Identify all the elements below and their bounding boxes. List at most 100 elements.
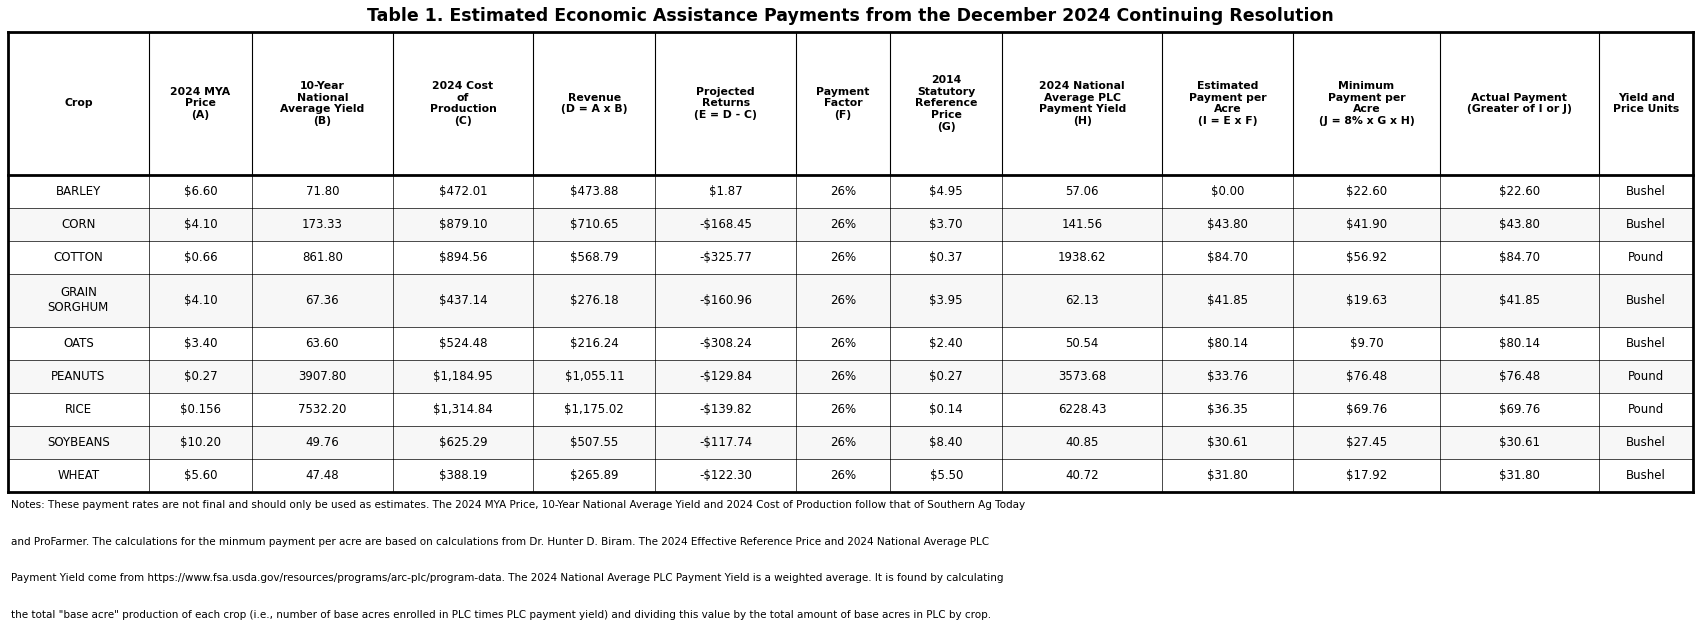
Text: $5.50: $5.50 — [929, 469, 963, 482]
Text: $41.85: $41.85 — [1208, 294, 1249, 307]
Text: $1,055.11: $1,055.11 — [565, 370, 624, 383]
Bar — [9, 208, 1692, 241]
Text: $437.14: $437.14 — [439, 294, 488, 307]
Text: 26%: 26% — [830, 469, 856, 482]
Text: $388.19: $388.19 — [439, 469, 486, 482]
Text: $524.48: $524.48 — [439, 337, 486, 350]
Text: Pound: Pound — [1628, 370, 1664, 383]
Text: $19.63: $19.63 — [1345, 294, 1386, 307]
Text: GRAIN
SORGHUM: GRAIN SORGHUM — [48, 286, 109, 314]
Text: $0.14: $0.14 — [929, 403, 963, 416]
Text: the total "base acre" production of each crop (i.e., number of base acres enroll: the total "base acre" production of each… — [12, 610, 992, 620]
Text: $4.10: $4.10 — [184, 294, 218, 307]
Text: Revenue
(D = A x B): Revenue (D = A x B) — [561, 93, 628, 114]
Text: 26%: 26% — [830, 436, 856, 449]
Text: 2014
Statutory
Reference
Price
(G): 2014 Statutory Reference Price (G) — [915, 75, 978, 131]
Bar — [9, 426, 1692, 459]
Bar — [9, 393, 1692, 426]
Text: $1,314.84: $1,314.84 — [434, 403, 493, 416]
Text: CORN: CORN — [61, 218, 95, 231]
Text: Bushel: Bushel — [1626, 185, 1665, 198]
Text: 40.72: 40.72 — [1065, 469, 1099, 482]
Text: COTTON: COTTON — [53, 251, 104, 264]
Text: 26%: 26% — [830, 337, 856, 350]
Text: 67.36: 67.36 — [306, 294, 338, 307]
Text: $56.92: $56.92 — [1345, 251, 1386, 264]
Text: $4.10: $4.10 — [184, 218, 218, 231]
Text: 26%: 26% — [830, 218, 856, 231]
Text: RICE: RICE — [65, 403, 92, 416]
Text: $80.14: $80.14 — [1208, 337, 1249, 350]
Text: $0.27: $0.27 — [184, 370, 218, 383]
Text: $276.18: $276.18 — [570, 294, 619, 307]
Text: -$168.45: -$168.45 — [699, 218, 752, 231]
Text: 71.80: 71.80 — [306, 185, 338, 198]
Text: $31.80: $31.80 — [1208, 469, 1249, 482]
Text: $43.80: $43.80 — [1499, 218, 1539, 231]
Text: SOYBEANS: SOYBEANS — [48, 436, 111, 449]
Text: 26%: 26% — [830, 294, 856, 307]
Text: -$308.24: -$308.24 — [699, 337, 752, 350]
Text: $33.76: $33.76 — [1208, 370, 1249, 383]
Text: $41.85: $41.85 — [1499, 294, 1539, 307]
Text: 2024 MYA
Price
(A): 2024 MYA Price (A) — [170, 87, 230, 120]
Text: BARLEY: BARLEY — [56, 185, 100, 198]
Text: $31.80: $31.80 — [1499, 469, 1539, 482]
Text: 2024 Cost
of
Production
(C): 2024 Cost of Production (C) — [430, 81, 497, 126]
Text: WHEAT: WHEAT — [58, 469, 99, 482]
Text: -$122.30: -$122.30 — [699, 469, 752, 482]
Text: $22.60: $22.60 — [1499, 185, 1539, 198]
Bar — [9, 459, 1692, 492]
Text: -$139.82: -$139.82 — [699, 403, 752, 416]
Text: Estimated
Payment per
Acre
(I = E x F): Estimated Payment per Acre (I = E x F) — [1189, 81, 1267, 126]
Text: $69.76: $69.76 — [1345, 403, 1386, 416]
Text: Pound: Pound — [1628, 251, 1664, 264]
Text: 7532.20: 7532.20 — [298, 403, 347, 416]
Text: 63.60: 63.60 — [306, 337, 338, 350]
Text: 3573.68: 3573.68 — [1058, 370, 1106, 383]
Bar — [9, 241, 1692, 274]
Text: $27.45: $27.45 — [1345, 436, 1386, 449]
Text: $0.27: $0.27 — [929, 370, 963, 383]
Text: 141.56: 141.56 — [1061, 218, 1102, 231]
Bar — [9, 327, 1692, 360]
Text: -$325.77: -$325.77 — [699, 251, 752, 264]
Text: Actual Payment
(Greater of I or J): Actual Payment (Greater of I or J) — [1466, 93, 1572, 114]
Text: Bushel: Bushel — [1626, 469, 1665, 482]
Text: Crop: Crop — [65, 99, 92, 108]
Text: 26%: 26% — [830, 185, 856, 198]
Text: Notes: These payment rates are not final and should only be used as estimates. T: Notes: These payment rates are not final… — [12, 500, 1026, 510]
Text: $30.61: $30.61 — [1499, 436, 1539, 449]
Text: 40.85: 40.85 — [1065, 436, 1099, 449]
Text: $1,184.95: $1,184.95 — [434, 370, 493, 383]
Text: 57.06: 57.06 — [1065, 185, 1099, 198]
Text: $8.40: $8.40 — [929, 436, 963, 449]
Text: $0.37: $0.37 — [929, 251, 963, 264]
Text: Pound: Pound — [1628, 403, 1664, 416]
Text: $9.70: $9.70 — [1349, 337, 1383, 350]
Text: and ProFarmer. The calculations for the minmum payment per acre are based on cal: and ProFarmer. The calculations for the … — [12, 537, 990, 547]
Text: $17.92: $17.92 — [1345, 469, 1386, 482]
Text: 173.33: 173.33 — [301, 218, 342, 231]
Text: 47.48: 47.48 — [306, 469, 338, 482]
Text: $5.60: $5.60 — [184, 469, 218, 482]
Text: $30.61: $30.61 — [1208, 436, 1249, 449]
Text: OATS: OATS — [63, 337, 94, 350]
Text: $0.00: $0.00 — [1211, 185, 1245, 198]
Bar — [9, 360, 1692, 393]
Text: $36.35: $36.35 — [1208, 403, 1249, 416]
Text: 26%: 26% — [830, 370, 856, 383]
Text: Bushel: Bushel — [1626, 337, 1665, 350]
Text: $2.40: $2.40 — [929, 337, 963, 350]
Text: 49.76: 49.76 — [306, 436, 338, 449]
Text: $568.79: $568.79 — [570, 251, 619, 264]
Bar — [9, 32, 1692, 175]
Text: 26%: 26% — [830, 403, 856, 416]
Text: $625.29: $625.29 — [439, 436, 488, 449]
Text: 2024 National
Average PLC
Payment Yield
(H): 2024 National Average PLC Payment Yield … — [1039, 81, 1126, 126]
Text: 1938.62: 1938.62 — [1058, 251, 1106, 264]
Text: $473.88: $473.88 — [570, 185, 619, 198]
Text: 50.54: 50.54 — [1065, 337, 1099, 350]
Text: $0.66: $0.66 — [184, 251, 218, 264]
Text: $1,175.02: $1,175.02 — [565, 403, 624, 416]
